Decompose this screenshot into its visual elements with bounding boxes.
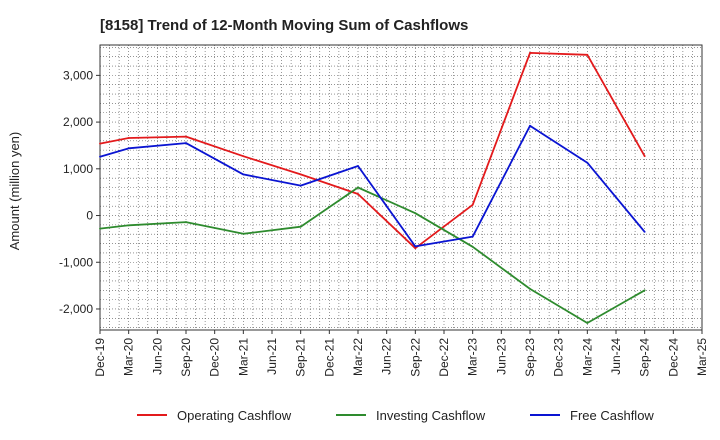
x-tick-label: Dec-22 [437, 338, 451, 377]
x-tick-label: Jun-21 [265, 338, 279, 375]
x-tick-label: Mar-21 [236, 338, 250, 376]
investing-cashflow-point [242, 232, 245, 235]
free-cashflow-legend-label: Free Cashflow [570, 408, 654, 423]
free-cashflow-point [529, 124, 531, 127]
investing-cashflow-legend-label: Investing Cashflow [376, 408, 486, 423]
free-cashflow-point [586, 161, 589, 164]
investing-cashflow-point [414, 212, 417, 215]
operating-cashflow-point [643, 155, 646, 158]
free-cashflow-point [299, 184, 302, 187]
free-cashflow-point [643, 230, 646, 233]
x-tick-label: Sep-22 [408, 338, 422, 377]
y-tick-label: -2,000 [59, 302, 93, 316]
investing-cashflow-point [643, 289, 646, 292]
x-tick-label: Mar-23 [466, 338, 480, 376]
y-tick-label: -1,000 [59, 255, 93, 269]
x-tick-label: Jun-22 [380, 338, 394, 375]
operating-cashflow-point [127, 137, 130, 139]
investing-cashflow-point [586, 322, 589, 324]
operating-cashflow-point [357, 193, 359, 195]
operating-cashflow-point [299, 173, 302, 176]
operating-cashflow-point [471, 203, 474, 206]
x-tick-label: Jun-24 [609, 338, 623, 375]
x-tick-label: Mar-22 [351, 338, 365, 376]
x-tick-label: Mar-20 [122, 338, 136, 376]
x-tick-label: Mar-24 [580, 338, 594, 376]
x-tick-label: Sep-20 [179, 338, 193, 377]
investing-cashflow-point [299, 225, 302, 228]
free-cashflow-point [185, 142, 187, 145]
free-cashflow-point [99, 155, 101, 158]
x-tick-label: Dec-19 [93, 338, 107, 377]
x-tick-label: Sep-21 [294, 338, 308, 377]
operating-cashflow-point [414, 247, 417, 250]
operating-cashflow-point [242, 155, 245, 158]
plot-frame [99, 44, 703, 331]
investing-cashflow-point [357, 186, 359, 189]
operating-cashflow-point [185, 135, 187, 138]
y-tick-label: 0 [86, 209, 93, 223]
y-tick-label: 2,000 [63, 115, 93, 129]
x-tick-label: Dec-21 [322, 338, 336, 377]
free-cashflow-point [471, 235, 474, 238]
operating-cashflow-point [529, 52, 531, 54]
y-tick-label: 1,000 [63, 162, 93, 176]
investing-cashflow-point [127, 224, 130, 227]
x-tick-label: Dec-23 [552, 338, 566, 377]
investing-cashflow-point [529, 287, 531, 290]
y-tick-label: 3,000 [63, 68, 93, 82]
investing-cashflow-point [471, 245, 474, 248]
free-cashflow-point [242, 173, 245, 176]
plot-area: -2,000 -1,000 0 1,000 2,000 3,000 Dec-19 Mar-20… [59, 44, 709, 377]
investing-cashflow-point [99, 227, 101, 230]
x-tick-label: Jun-20 [150, 338, 164, 375]
operating-cashflow-point [99, 142, 101, 145]
chart-title: [8158] Trend of 12-Month Moving Sum of C… [100, 17, 468, 34]
y-axis-label: Amount (million yen) [7, 132, 22, 251]
legend: Operating Cashflow Investing Cashflow Free… [137, 408, 654, 423]
free-cashflow-point [127, 147, 130, 150]
x-tick-label: Dec-20 [208, 338, 222, 377]
x-tick-label: Dec-24 [666, 338, 680, 377]
x-tick-label: Mar-25 [695, 338, 709, 376]
investing-cashflow-point [185, 221, 187, 223]
x-tick-label: Jun-23 [494, 338, 508, 375]
x-tick-label: Sep-23 [523, 338, 537, 377]
free-cashflow-point [357, 165, 359, 167]
operating-cashflow-point [586, 53, 589, 56]
free-cashflow-point [414, 245, 417, 248]
x-tick-label: Sep-24 [638, 338, 652, 377]
operating-cashflow-legend-label: Operating Cashflow [177, 408, 292, 423]
